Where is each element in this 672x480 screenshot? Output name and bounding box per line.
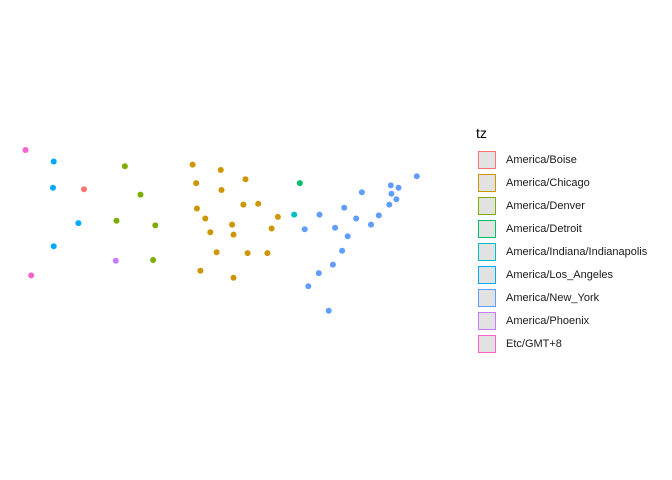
data-point-america-chicago-14 <box>213 249 220 256</box>
data-point-america-los-angeles-1 <box>50 184 56 191</box>
data-point-etc-gmt-8-1 <box>28 272 35 279</box>
data-point-america-denver-1 <box>137 191 144 198</box>
legend-item-america-chicago: America/Chicago <box>476 171 668 194</box>
legend-label: America/Detroit <box>506 222 582 235</box>
data-point-america-new-york-18 <box>305 283 312 290</box>
data-point-america-new-york-11 <box>316 211 323 218</box>
data-point-america-new-york-17 <box>315 270 322 277</box>
data-point-america-new-york-4 <box>388 190 395 197</box>
legend-key-swatch <box>478 334 496 353</box>
data-point-america-denver-0 <box>121 163 128 170</box>
data-point-america-chicago-7 <box>255 200 262 207</box>
legend-item-america-boise: America/Boise <box>476 148 668 171</box>
data-point-america-chicago-3 <box>193 180 200 187</box>
data-point-america-new-york-7 <box>341 204 348 211</box>
legend-label: America/Los_Angeles <box>506 268 614 281</box>
scatter-plot-area <box>22 147 420 314</box>
legend-item-america-new-york: America/New_York <box>476 286 668 309</box>
legend-label: America/New_York <box>506 291 600 304</box>
data-point-america-indiana-indianapolis-0 <box>291 211 298 218</box>
data-point-america-new-york-15 <box>339 247 346 254</box>
legend-key-swatch <box>478 219 496 238</box>
data-point-america-new-york-13 <box>332 224 339 231</box>
data-point-america-detroit-0 <box>296 180 303 187</box>
legend-item-america-detroit: America/Detroit <box>476 217 668 240</box>
data-point-america-chicago-5 <box>240 201 247 208</box>
legend-key-swatch <box>478 265 496 284</box>
data-point-america-chicago-2 <box>242 176 249 183</box>
data-point-america-chicago-9 <box>229 221 236 228</box>
legend-key-swatch <box>478 196 496 215</box>
legend: tz America/Boise America/Chicago America/D… <box>476 124 668 355</box>
legend-label: Etc/GMT+8 <box>506 337 562 350</box>
data-point-america-chicago-13 <box>268 225 275 232</box>
legend-item-america-phoenix: America/Phoenix <box>476 309 668 332</box>
data-point-america-denver-2 <box>113 217 120 224</box>
legend-key-swatch <box>478 311 496 330</box>
data-point-america-new-york-2 <box>395 184 402 191</box>
data-point-america-los-angeles-2 <box>75 220 82 227</box>
data-point-america-chicago-17 <box>197 267 204 274</box>
data-point-america-new-york-10 <box>353 215 360 222</box>
legend-title: tz <box>476 125 487 141</box>
data-point-america-new-york-1 <box>387 182 394 189</box>
legend-key-swatch <box>478 150 496 169</box>
legend-item-america-los-angeles: America/Los_Angeles <box>476 263 668 286</box>
data-point-america-chicago-11 <box>207 229 214 236</box>
legend-item-etc-gmt-8: Etc/GMT+8 <box>476 332 668 355</box>
data-point-america-denver-4 <box>150 257 157 263</box>
data-point-america-chicago-1 <box>217 167 224 173</box>
legend-key-swatch <box>478 173 496 192</box>
data-point-america-boise-0 <box>81 186 87 193</box>
data-point-etc-gmt-8-0 <box>22 147 29 153</box>
data-point-america-new-york-6 <box>386 201 393 208</box>
data-point-america-chicago-8 <box>202 215 209 222</box>
data-point-america-chicago-12 <box>230 231 237 238</box>
legend-label: America/Denver <box>506 199 585 212</box>
legend-label: America/Chicago <box>506 176 590 189</box>
data-point-america-new-york-14 <box>344 233 351 240</box>
data-point-america-new-york-9 <box>368 221 374 228</box>
data-point-america-chicago-0 <box>189 161 196 168</box>
data-point-america-chicago-15 <box>244 250 251 257</box>
data-point-america-new-york-12 <box>301 226 308 233</box>
data-point-america-new-york-16 <box>329 261 336 268</box>
data-point-america-chicago-6 <box>193 205 200 212</box>
data-point-america-denver-3 <box>152 222 159 229</box>
legend-label: America/Indiana/Indianapolis <box>506 245 648 258</box>
data-point-america-los-angeles-0 <box>50 158 57 165</box>
data-point-america-chicago-16 <box>264 250 271 257</box>
data-point-america-new-york-5 <box>393 196 400 203</box>
data-point-america-los-angeles-3 <box>50 243 57 250</box>
data-point-america-chicago-4 <box>218 187 225 193</box>
data-point-america-phoenix-0 <box>112 257 119 264</box>
legend-key-swatch <box>478 242 496 261</box>
legend-items: America/Boise America/Chicago America/Denv… <box>476 148 668 355</box>
legend-label: America/Phoenix <box>506 314 590 327</box>
data-point-america-chicago-18 <box>230 274 237 281</box>
data-point-america-new-york-3 <box>358 189 365 196</box>
data-point-america-new-york-19 <box>325 307 332 314</box>
legend-item-america-denver: America/Denver <box>476 194 668 217</box>
data-point-america-new-york-8 <box>375 212 382 219</box>
legend-key-swatch <box>478 288 496 307</box>
data-point-america-chicago-10 <box>274 213 281 220</box>
legend-label: America/Boise <box>506 153 577 166</box>
data-point-america-new-york-0 <box>413 173 420 180</box>
legend-item-america-indiana-indianapolis: America/Indiana/Indianapolis <box>476 240 668 263</box>
